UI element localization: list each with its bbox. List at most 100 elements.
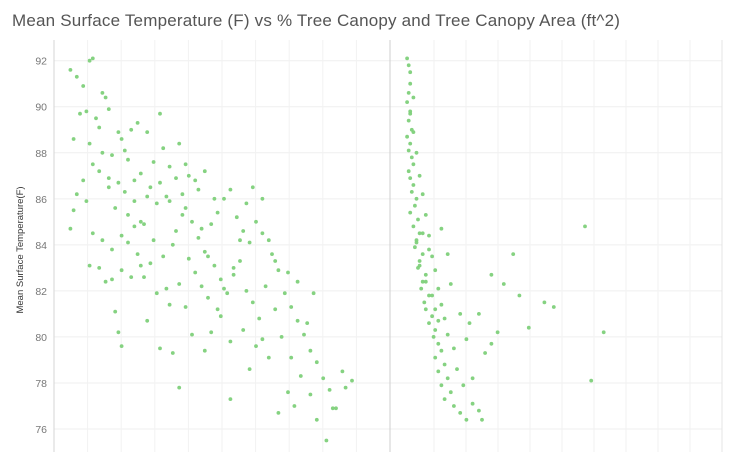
scatter-point bbox=[343, 385, 348, 390]
scatter-point bbox=[126, 240, 130, 245]
scatter-point bbox=[458, 312, 463, 316]
scatter-point bbox=[142, 222, 146, 227]
scatter-point bbox=[218, 277, 223, 282]
scatter-point bbox=[142, 275, 146, 279]
scatter-point bbox=[132, 224, 137, 229]
scatter-point bbox=[167, 302, 172, 307]
scatter-point bbox=[97, 266, 102, 270]
scatter-point bbox=[100, 238, 105, 243]
data-points bbox=[68, 56, 606, 443]
scatter-point bbox=[119, 137, 124, 141]
scatter-point bbox=[442, 362, 447, 367]
scatter-point bbox=[292, 404, 297, 408]
scatter-point bbox=[87, 263, 92, 268]
scatter-point bbox=[477, 312, 481, 316]
scatter-point bbox=[470, 376, 475, 381]
scatter-point bbox=[477, 408, 481, 413]
scatter-point bbox=[409, 155, 414, 160]
scatter-point bbox=[247, 240, 252, 245]
scatter-point bbox=[517, 293, 522, 298]
scatter-point bbox=[250, 300, 255, 305]
scatter-point bbox=[551, 305, 556, 309]
scatter-point bbox=[190, 332, 194, 337]
scatter-point bbox=[445, 332, 450, 337]
scatter-point bbox=[209, 330, 214, 335]
scatter-point bbox=[406, 169, 411, 174]
scatter-point bbox=[327, 388, 332, 392]
scatter-point bbox=[416, 217, 420, 222]
scatter-point bbox=[196, 187, 201, 192]
scatter-point bbox=[408, 81, 413, 86]
scatter-point bbox=[405, 134, 409, 139]
scatter-point bbox=[196, 236, 201, 240]
scatter-point bbox=[452, 404, 456, 408]
scatter-point bbox=[448, 282, 453, 286]
scatter-point bbox=[78, 111, 82, 116]
scatter-point bbox=[103, 95, 108, 100]
scatter-point bbox=[110, 247, 114, 252]
scatter-point bbox=[116, 330, 121, 335]
y-tick-label: 92 bbox=[35, 56, 47, 68]
scatter-point bbox=[263, 284, 268, 289]
scatter-point bbox=[174, 176, 178, 181]
scatter-point bbox=[436, 318, 441, 323]
scatter-point bbox=[161, 146, 166, 151]
scatter-point bbox=[350, 378, 354, 383]
scatter-point bbox=[119, 268, 124, 273]
scatter-point bbox=[138, 219, 143, 224]
scatter-point bbox=[254, 344, 258, 348]
scatter-point bbox=[423, 307, 428, 312]
scatter-point bbox=[408, 111, 413, 116]
scatter-point bbox=[417, 231, 422, 236]
scatter-point bbox=[106, 185, 111, 190]
scatter-point bbox=[135, 252, 140, 256]
scatter-point bbox=[406, 118, 411, 123]
scatter-point bbox=[542, 300, 547, 305]
scatter-point bbox=[145, 194, 150, 199]
scatter-point bbox=[408, 176, 413, 181]
scatter-point bbox=[467, 321, 472, 325]
scatter-point bbox=[119, 233, 124, 238]
scatter-point bbox=[129, 275, 134, 279]
scatter-point bbox=[71, 137, 76, 141]
scatter-point bbox=[113, 206, 118, 210]
scatter-point bbox=[464, 417, 469, 422]
scatter-point bbox=[238, 238, 242, 243]
scatter-point bbox=[247, 367, 252, 371]
scatter-point bbox=[145, 130, 150, 135]
scatter-point bbox=[340, 369, 345, 374]
scatter-point bbox=[406, 148, 411, 153]
scatter-point bbox=[442, 316, 447, 321]
scatter-point bbox=[324, 438, 329, 443]
scatter-point bbox=[103, 279, 108, 284]
scatter-point bbox=[250, 185, 255, 190]
scatter-point bbox=[228, 397, 233, 401]
scatter-point bbox=[452, 346, 456, 351]
scatter-point bbox=[151, 160, 156, 164]
scatter-point bbox=[483, 351, 487, 355]
scatter-point bbox=[430, 314, 434, 319]
scatter-point bbox=[186, 256, 191, 261]
scatter-point bbox=[260, 231, 265, 236]
scatter-point bbox=[289, 355, 294, 360]
scatter-point bbox=[411, 162, 416, 167]
scatter-point bbox=[461, 383, 466, 388]
scatter-point bbox=[511, 252, 516, 256]
scatter-point bbox=[266, 355, 271, 360]
y-tick-label: 84 bbox=[35, 240, 47, 252]
scatter-point bbox=[90, 162, 95, 167]
scatter-point bbox=[87, 58, 92, 63]
scatter-point bbox=[439, 226, 444, 231]
scatter-point bbox=[228, 187, 233, 192]
scatter-point bbox=[228, 339, 233, 344]
scatter-point bbox=[414, 196, 419, 201]
scatter-point bbox=[186, 173, 191, 178]
scatter-point bbox=[231, 266, 236, 270]
scatter-point bbox=[126, 213, 130, 217]
scatter-point bbox=[148, 185, 153, 190]
y-axis-label: Mean Surface Temperature(F) bbox=[15, 186, 26, 313]
scatter-point bbox=[305, 321, 310, 325]
scatter-point bbox=[408, 70, 413, 75]
scatter-point bbox=[448, 390, 453, 395]
scatter-point bbox=[180, 213, 185, 217]
